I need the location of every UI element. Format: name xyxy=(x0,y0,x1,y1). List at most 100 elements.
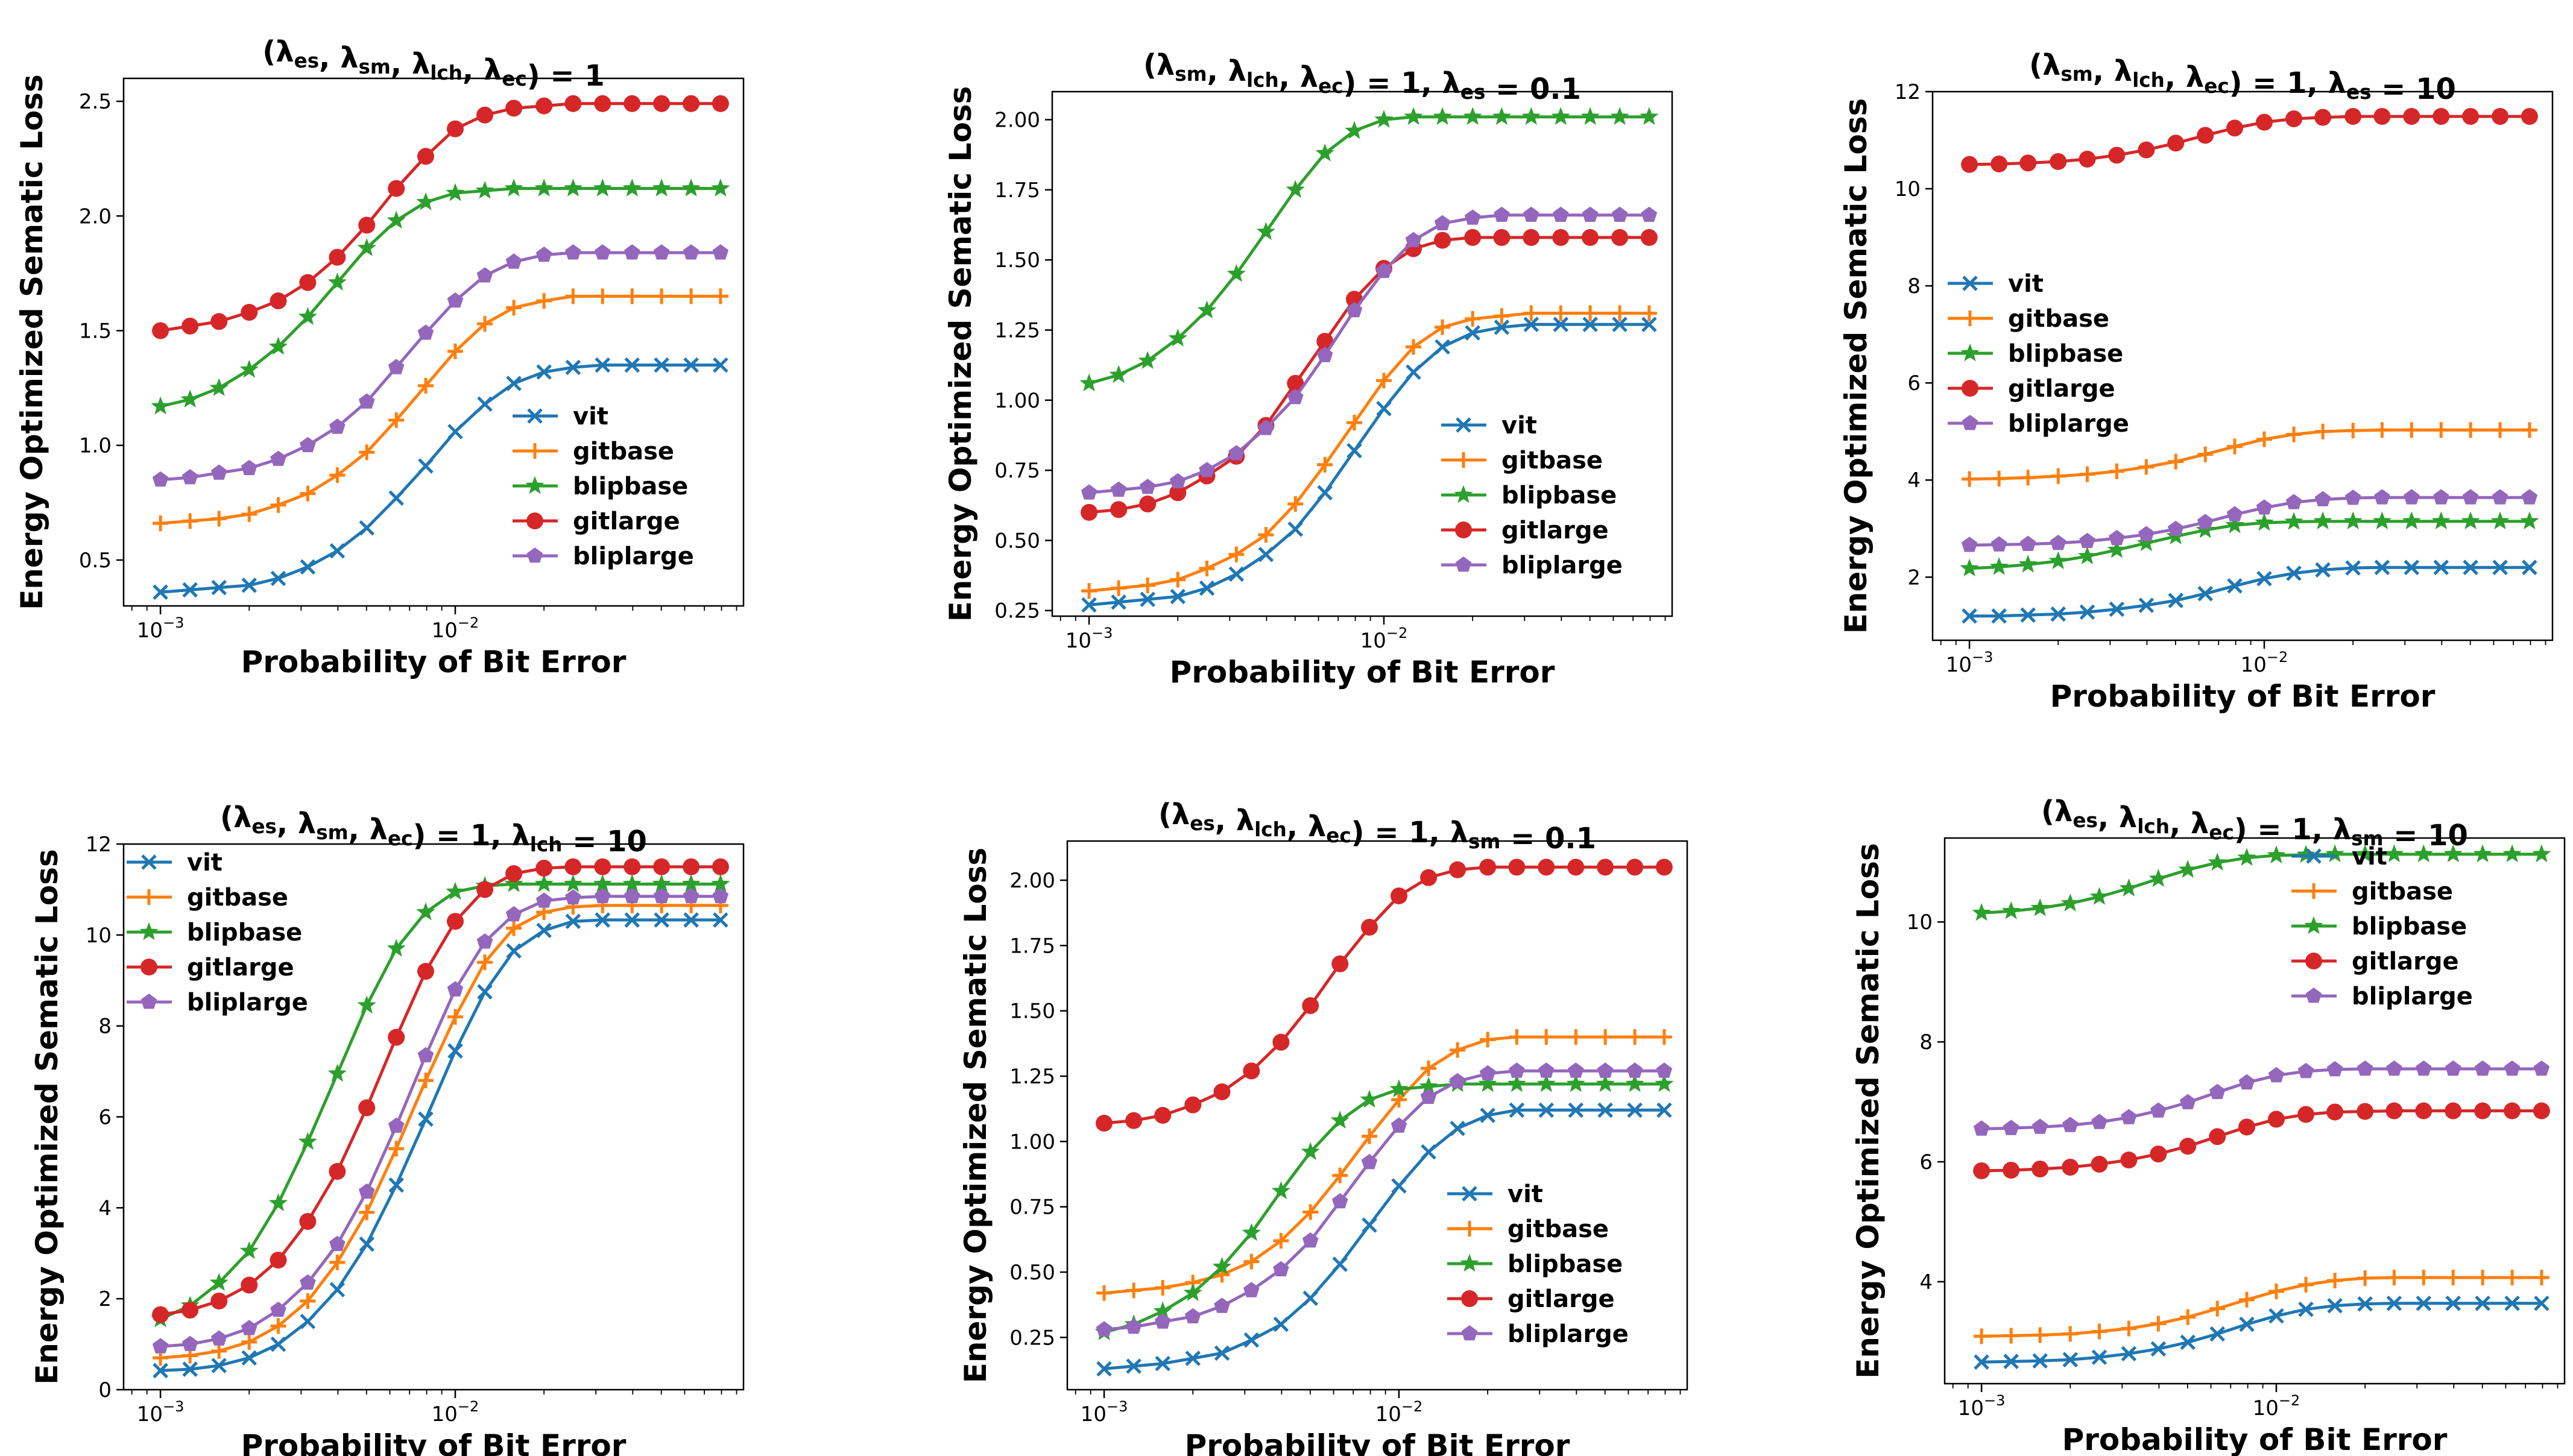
data-point-vit xyxy=(2180,1334,2196,1350)
data-point-blipbase xyxy=(1536,1074,1556,1092)
data-point-gitlarge xyxy=(1213,1083,1231,1100)
data-point-vit xyxy=(1991,608,2007,624)
data-point-bliplarge xyxy=(712,244,729,260)
data-point-bliplarge xyxy=(2179,1094,2196,1109)
data-point-gitbase xyxy=(1126,1282,1142,1299)
data-point-vit xyxy=(654,912,669,928)
data-point-gitbase xyxy=(1243,1253,1260,1270)
title-subscript: lch xyxy=(2132,69,2165,92)
title-text: , λ xyxy=(2165,60,2204,94)
data-point-bliplarge xyxy=(2003,1120,2019,1135)
x-axis-label: Probability of Bit Error xyxy=(241,644,627,679)
title-text: ) = 1, λ xyxy=(1351,816,1468,849)
data-point-vit xyxy=(2327,1297,2343,1314)
data-point-blipbase xyxy=(2461,511,2480,529)
x-tick-exponent: −2 xyxy=(2267,649,2288,666)
legend-label-gitbase: gitbase xyxy=(187,884,288,912)
data-point-bliplarge xyxy=(1553,206,1569,222)
data-point-gitlarge xyxy=(594,858,611,875)
data-point-bliplarge xyxy=(653,887,670,904)
chart-title: (λes, λsm, λlch, λec) = 1 xyxy=(262,35,604,93)
series-gitbase xyxy=(153,897,728,1366)
data-point-bliplarge xyxy=(1626,1062,1643,1078)
data-point-gitbase xyxy=(2475,1269,2491,1285)
data-point-gitlarge xyxy=(2209,1128,2226,1146)
legend-marker-bliplarge xyxy=(1962,415,1978,430)
data-point-gitbase xyxy=(1258,527,1274,543)
data-point-vit xyxy=(1582,317,1598,332)
data-point-bliplarge xyxy=(2297,1062,2314,1079)
legend-label-blipbase: blipbase xyxy=(2352,913,2467,941)
title-text: (λ xyxy=(220,801,251,834)
series-bliplarge xyxy=(1081,206,1658,500)
x-axis-label: Probability of Bit Error xyxy=(2062,1422,2448,1456)
data-point-bliplarge xyxy=(1199,462,1215,477)
title-text: = 0.1 xyxy=(1485,72,1581,106)
data-point-vit xyxy=(1111,594,1126,610)
data-point-vit xyxy=(388,1177,404,1193)
data-point-bliplarge xyxy=(2285,494,2302,509)
legend-marker-blipbase xyxy=(1960,343,1980,362)
title-subscript: ec xyxy=(388,827,412,850)
data-point-bliplarge xyxy=(505,253,522,269)
data-point-gitlarge xyxy=(2285,110,2303,128)
data-point-vit xyxy=(447,424,463,440)
data-point-blipbase xyxy=(2119,878,2138,897)
axes-frame xyxy=(1066,840,1688,1391)
data-point-gitbase xyxy=(1465,310,1481,327)
data-point-vit xyxy=(1641,317,1657,332)
data-point-gitlarge xyxy=(2533,1102,2550,1120)
data-point-vit xyxy=(2256,570,2272,587)
data-point-blipbase xyxy=(1374,110,1394,128)
data-point-vit xyxy=(1597,1102,1613,1118)
data-point-gitlarge xyxy=(2019,154,2037,172)
data-point-vit xyxy=(2168,593,2184,608)
data-point-bliplarge xyxy=(2314,491,2331,506)
data-point-gitbase xyxy=(300,485,316,502)
legend-marker-gitbase xyxy=(2306,883,2322,899)
data-point-bliplarge xyxy=(2150,1102,2167,1118)
data-point-blipbase xyxy=(1625,1074,1644,1092)
legend-marker-vit xyxy=(1462,1186,1477,1202)
data-point-gitlarge xyxy=(712,858,729,875)
data-point-gitbase xyxy=(1450,1042,1466,1058)
data-point-vit xyxy=(359,1236,375,1252)
data-point-vit xyxy=(2404,559,2420,575)
data-point-bliplarge xyxy=(1611,206,1628,222)
data-point-bliplarge xyxy=(2079,532,2095,548)
axes-frame xyxy=(122,77,745,607)
data-point-vit xyxy=(2079,604,2095,620)
data-point-bliplarge xyxy=(270,450,286,466)
data-point-blipbase xyxy=(1286,180,1305,198)
data-point-gitbase xyxy=(506,300,522,316)
data-point-vit xyxy=(1612,317,1627,332)
data-point-gitbase xyxy=(2121,1320,2137,1337)
data-point-bliplarge xyxy=(1582,206,1599,222)
data-point-gitbase xyxy=(1421,1060,1437,1076)
x-tick-exponent: −3 xyxy=(1107,1398,1128,1415)
series-gitlarge xyxy=(1961,108,2538,173)
data-point-blipbase xyxy=(209,378,229,396)
series-line-blipbase xyxy=(1981,852,2542,915)
legend: vit gitbase blipbase gitlarge bliplarge xyxy=(513,403,694,570)
data-point-gitlarge xyxy=(2138,141,2155,159)
data-point-vit xyxy=(1391,1178,1407,1194)
data-point-blipbase xyxy=(2414,844,2433,863)
data-point-bliplarge xyxy=(1228,445,1245,461)
data-point-gitbase xyxy=(536,293,552,309)
data-point-vit xyxy=(1627,1102,1643,1118)
x-tick-label: 10−2 xyxy=(432,614,479,643)
data-point-blipbase xyxy=(2284,512,2303,530)
y-tick-label: 6 xyxy=(1919,1150,1933,1174)
data-point-vit xyxy=(1096,1361,1112,1377)
data-point-bliplarge xyxy=(2050,534,2066,550)
legend-marker-vit xyxy=(141,854,157,870)
data-point-gitbase xyxy=(241,506,257,522)
data-point-vit xyxy=(270,570,286,587)
title-text: (λ xyxy=(1158,798,1190,831)
y-axis-label: Energy Optimized Sematic Loss xyxy=(943,86,978,622)
y-tick-label: 0.5 xyxy=(79,549,112,573)
data-point-gitlarge xyxy=(270,1252,287,1269)
data-point-vit xyxy=(2050,606,2066,622)
